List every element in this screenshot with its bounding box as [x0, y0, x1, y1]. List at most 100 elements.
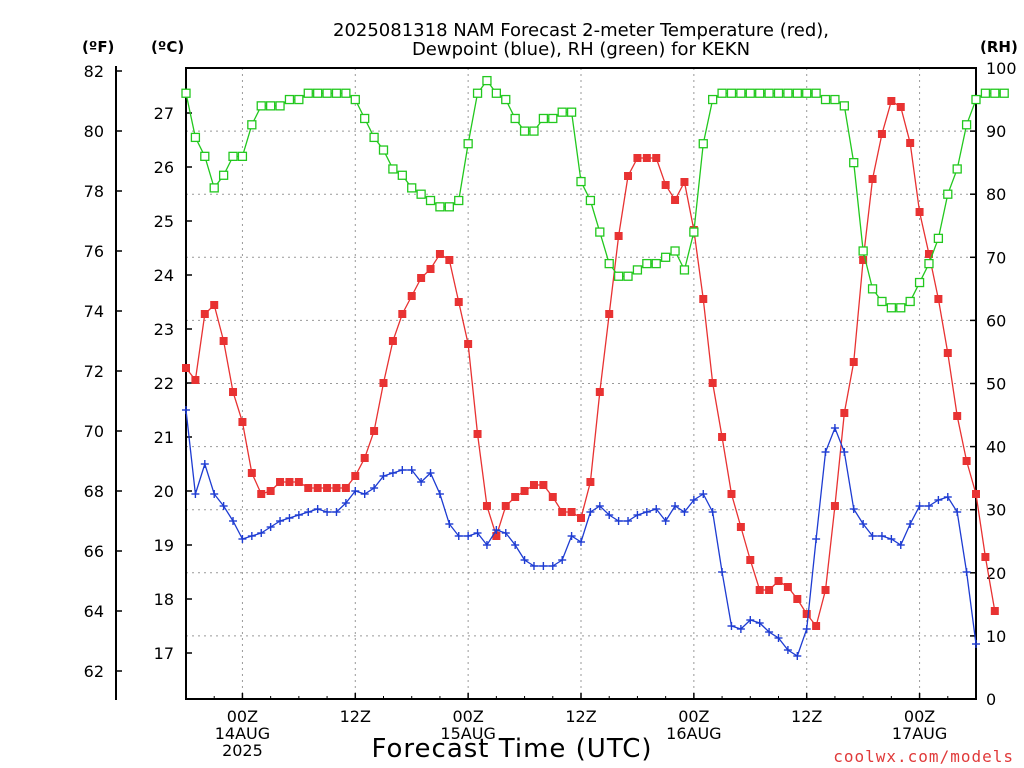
dewpoint-point — [267, 523, 275, 531]
temperature-point — [342, 484, 350, 492]
y-tick-label-f: 80 — [84, 122, 104, 141]
rh-point — [906, 297, 914, 305]
temperature-point — [615, 232, 623, 240]
dewpoint-point — [671, 502, 679, 510]
x-tick-label: 17AUG — [892, 724, 947, 743]
temperature-point — [981, 553, 989, 561]
rh-point — [332, 89, 340, 97]
dewpoint-point — [539, 562, 547, 570]
temperature-point — [878, 130, 886, 138]
y-tick-label-c: 27 — [154, 104, 174, 123]
y-tick-label-rh: 10 — [986, 627, 1006, 646]
temperature-point — [699, 295, 707, 303]
rh-point — [765, 89, 773, 97]
temperature-point — [332, 484, 340, 492]
dewpoint-point — [718, 568, 726, 576]
temperature-point — [605, 310, 613, 318]
rh-point — [680, 266, 688, 274]
temperature-point — [445, 256, 453, 264]
rh-point — [840, 102, 848, 110]
rh-point — [831, 96, 839, 104]
rh-point — [981, 89, 989, 97]
temperature-point — [267, 487, 275, 495]
rh-point — [869, 285, 877, 293]
temperature-point — [191, 376, 199, 384]
y-tick-label-rh: 100 — [986, 59, 1017, 78]
rh-point — [605, 260, 613, 268]
unit-label-c: (ºC) — [151, 38, 184, 56]
dewpoint-point — [586, 508, 594, 516]
unit-label-f: (ºF) — [82, 38, 114, 56]
temperature-point — [775, 577, 783, 585]
dewpoint-point — [201, 460, 209, 468]
temperature-point — [887, 97, 895, 105]
y-tick-label-f: 68 — [84, 482, 104, 501]
rh-point — [445, 203, 453, 211]
credit-text: coolwx.com/models — [833, 747, 1014, 766]
rh-point — [314, 89, 322, 97]
temperature-point — [812, 622, 820, 630]
rh-point — [220, 171, 228, 179]
temperature-point — [746, 556, 754, 564]
rh-point — [850, 159, 858, 167]
x-tick-label: 12Z — [565, 707, 596, 726]
rh-point — [558, 108, 566, 116]
dewpoint-point — [361, 490, 369, 498]
dewpoint-point — [934, 496, 942, 504]
rh-point — [643, 260, 651, 268]
temperature-series — [182, 97, 999, 630]
temperature-point — [276, 478, 284, 486]
temperature-point — [765, 586, 773, 594]
rh-point — [887, 304, 895, 312]
y-tick-label-rh: 70 — [986, 248, 1006, 267]
temperature-point — [727, 490, 735, 498]
x-axis-title: Forecast Time (UTC) — [371, 734, 652, 764]
rh-point — [596, 228, 604, 236]
temperature-point — [906, 139, 914, 147]
rh-point — [323, 89, 331, 97]
temperature-point — [737, 523, 745, 531]
temperature-point — [953, 412, 961, 420]
temperature-point — [784, 583, 792, 591]
dewpoint-point — [803, 625, 811, 633]
temperature-point — [521, 487, 529, 495]
temperature-point — [314, 484, 322, 492]
rh-point — [436, 203, 444, 211]
rh-point — [530, 127, 538, 135]
temperature-point — [417, 274, 425, 282]
dewpoint-point — [304, 508, 312, 516]
rh-point — [784, 89, 792, 97]
temperature-point — [408, 292, 416, 300]
temperature-point — [483, 502, 491, 510]
y-tick-label-c: 26 — [154, 158, 174, 177]
dewpoint-point — [295, 511, 303, 519]
y-tick-label-rh: 50 — [986, 375, 1006, 394]
rh-point — [398, 171, 406, 179]
temperature-point — [229, 388, 237, 396]
y-tick-label-c: 19 — [154, 536, 174, 555]
rh-point — [427, 197, 435, 205]
rh-point — [859, 247, 867, 255]
rh-point — [464, 140, 472, 148]
temperature-point — [427, 265, 435, 273]
rh-point — [812, 89, 820, 97]
temperature-point — [831, 502, 839, 510]
temperature-point — [869, 175, 877, 183]
dewpoint-point — [633, 511, 641, 519]
rh-point — [963, 121, 971, 129]
rh-point — [408, 184, 416, 192]
dewpoint-point — [624, 517, 632, 525]
temperature-point — [897, 103, 905, 111]
dewpoint-point — [972, 640, 980, 648]
rh-point — [690, 228, 698, 236]
y-tick-label-f: 64 — [84, 602, 104, 621]
dewpoint-point — [398, 466, 406, 474]
dewpoint-point — [840, 448, 848, 456]
rh-point — [897, 304, 905, 312]
dewpoint-point — [248, 532, 256, 540]
dewpoint-point — [568, 532, 576, 540]
dewpoint-point — [436, 490, 444, 498]
temperature-point — [257, 490, 265, 498]
dewpoint-point — [191, 490, 199, 498]
rh-point — [521, 127, 529, 135]
